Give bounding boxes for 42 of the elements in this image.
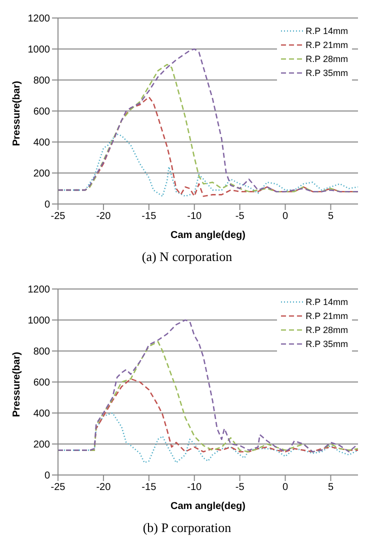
y-axis-title: Pressure(bar)	[12, 80, 23, 146]
x-tick-label: -5	[235, 482, 245, 494]
x-tick-label: -15	[142, 211, 157, 222]
x-tick-label: -25	[50, 482, 66, 494]
x-tick-label: 0	[282, 211, 288, 222]
x-tick-label: 0	[282, 482, 288, 494]
x-axis-title: Cam angle(deg)	[170, 230, 246, 241]
y-tick-label: 200	[33, 168, 50, 180]
x-tick-label: -20	[96, 482, 112, 494]
y-tick-label: 400	[33, 408, 50, 420]
text: (a) N corporation	[140, 249, 234, 265]
legend-label: R.P 21mm	[306, 39, 348, 52]
y-tick-label: 600	[33, 378, 50, 389]
x-tick-label: -25	[50, 211, 66, 222]
text: (b) P corporation	[142, 520, 232, 536]
y-tick-label: 400	[33, 138, 50, 149]
legend-label: R.P 35mm	[306, 338, 348, 351]
x-tick-label: 5	[328, 482, 334, 494]
y-tick-label: 600	[33, 106, 50, 118]
x-tick-label: 5	[328, 211, 334, 222]
x-tick-label: -10	[187, 482, 202, 494]
x-tick-label: -20	[96, 211, 112, 222]
x-axis-title: Cam angle(deg)	[170, 501, 246, 512]
x-tick-label: -10	[187, 211, 202, 222]
y-tick-label: 1000	[28, 44, 50, 56]
x-tick-label: -5	[235, 211, 245, 222]
y-tick-label: 0	[44, 470, 50, 482]
y-tick-label: 800	[33, 76, 50, 87]
x-tick-label: -15	[142, 482, 157, 494]
legend-label: R.P 35mm	[306, 67, 348, 80]
legend-label: R.P 28mm	[306, 324, 348, 337]
y-tick-label: 1200	[28, 284, 50, 296]
y-axis-title: Pressure(bar)	[12, 352, 23, 417]
legend-label: R.P 28mm	[306, 53, 348, 66]
y-tick-label: 1000	[28, 316, 50, 327]
legend-label: R.P 14mm	[306, 296, 348, 309]
legend-label: R.P 21mm	[306, 310, 348, 323]
y-tick-label: 800	[33, 346, 50, 358]
y-tick-label: 1200	[28, 14, 50, 25]
y-tick-label: 0	[44, 200, 50, 211]
legend-label: R.P 14mm	[306, 25, 348, 38]
y-tick-label: 200	[33, 440, 50, 451]
